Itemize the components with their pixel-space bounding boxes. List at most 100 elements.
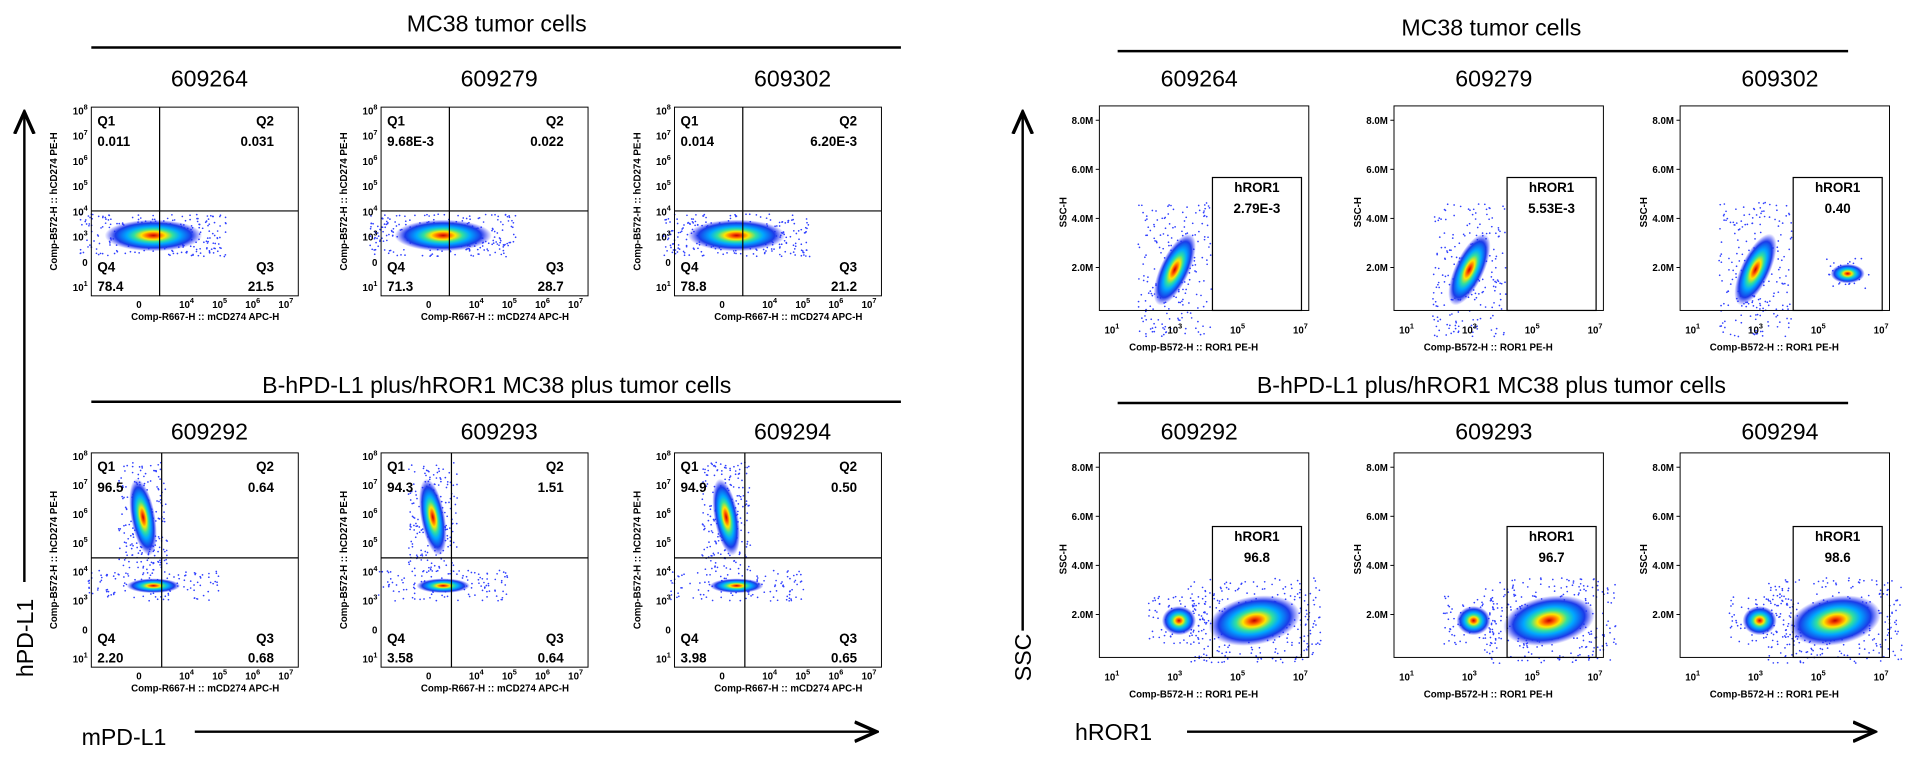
event-dot [397,574,400,577]
event-dot [126,573,129,575]
y-tick-label: 103 [73,229,88,244]
event-dot [1524,655,1526,658]
event-dot [1152,636,1155,638]
event-dot [1607,588,1609,591]
y-axis-label: SSC-H [1353,197,1364,227]
event-dot [409,523,412,526]
event-dot [794,242,797,245]
event-dot [167,594,170,596]
plot-title: 609293 [1455,419,1532,445]
event-dot [772,596,775,598]
event-dot [1761,334,1764,337]
x-tick-label: 101 [1105,669,1120,684]
event-dot [486,573,489,575]
event-dot [1437,281,1440,284]
event-dot [1439,318,1442,321]
event-dot [740,529,742,532]
x-tick-label: 0 [719,300,724,311]
event-dot [1838,650,1841,653]
event-dot [1178,600,1181,602]
event-dot [1755,314,1757,316]
x-tick-label: 107 [862,667,877,682]
event-dot [1495,327,1498,330]
event-dot [1723,203,1726,205]
event-dot [1720,261,1723,264]
event-dot [452,570,455,573]
event-dot [1452,625,1455,628]
event-dot [1298,591,1301,594]
event-dot [1144,315,1146,317]
event-dot [703,213,706,216]
event-dot [737,572,740,575]
event-dot [1499,282,1501,285]
event-dot [1890,637,1893,640]
tick-exp: 6 [373,506,377,515]
event-dot [1507,591,1510,593]
event-dot [1503,331,1505,334]
quadrant-name: Q2 [546,459,564,474]
event-dot [506,574,508,577]
event-dot [1783,282,1786,285]
event-dot [381,570,384,573]
event-dot [418,526,421,528]
event-dot [412,502,415,504]
event-dot [442,468,445,471]
event-dot [1718,259,1720,262]
event-dot [1747,643,1750,645]
event-dot [1303,640,1305,642]
plot-frame [1679,452,1890,658]
event-dot [195,597,198,600]
event-dot [782,585,785,588]
event-dot [1755,639,1758,642]
tick-base: 10 [73,106,84,117]
event-dot [1453,263,1456,266]
event-dot [1767,320,1769,323]
event-dot [1138,246,1141,249]
event-dot [1732,596,1735,598]
event-dot [1240,583,1243,585]
event-dot [1892,650,1895,653]
tick-base: 10 [1230,673,1241,684]
event-dot [109,244,111,246]
event-dot [1471,213,1474,216]
event-dot [1246,592,1248,594]
event-dot [1298,642,1301,644]
event-dot [149,464,152,467]
event-dot [717,539,720,542]
event-dot [131,216,134,219]
event-dot [426,213,428,216]
event-dot [486,578,488,580]
event-dot [1493,301,1495,304]
event-dot [1721,280,1723,282]
tick-base: 10 [363,182,374,193]
event-dot [224,253,227,256]
event-dot [446,595,449,598]
event-dot [1170,204,1172,207]
event-dot [215,570,218,573]
x-tick-label: 0 [136,300,141,311]
event-dot [1515,600,1517,602]
event-dot [216,250,219,253]
event-dot [447,545,449,548]
event-dot [1147,602,1150,605]
event-dot [746,519,748,522]
event-dot [412,483,415,485]
plot-frame [380,452,589,668]
event-dot [1578,647,1581,649]
event-dot [219,214,222,217]
event-dot [1475,296,1478,299]
event-dot [439,495,442,498]
event-dot [88,582,90,584]
event-dot [441,594,443,597]
event-dot [1781,308,1784,311]
event-dot [508,216,511,219]
y-tick-label: 105 [656,178,671,193]
event-dot [447,573,450,575]
event-dot [1816,654,1819,656]
event-dot [1884,621,1887,623]
event-dot [677,247,680,250]
event-dot [84,219,87,221]
event-dot [430,566,432,569]
event-dot [1500,308,1503,310]
event-dot [1203,238,1206,241]
